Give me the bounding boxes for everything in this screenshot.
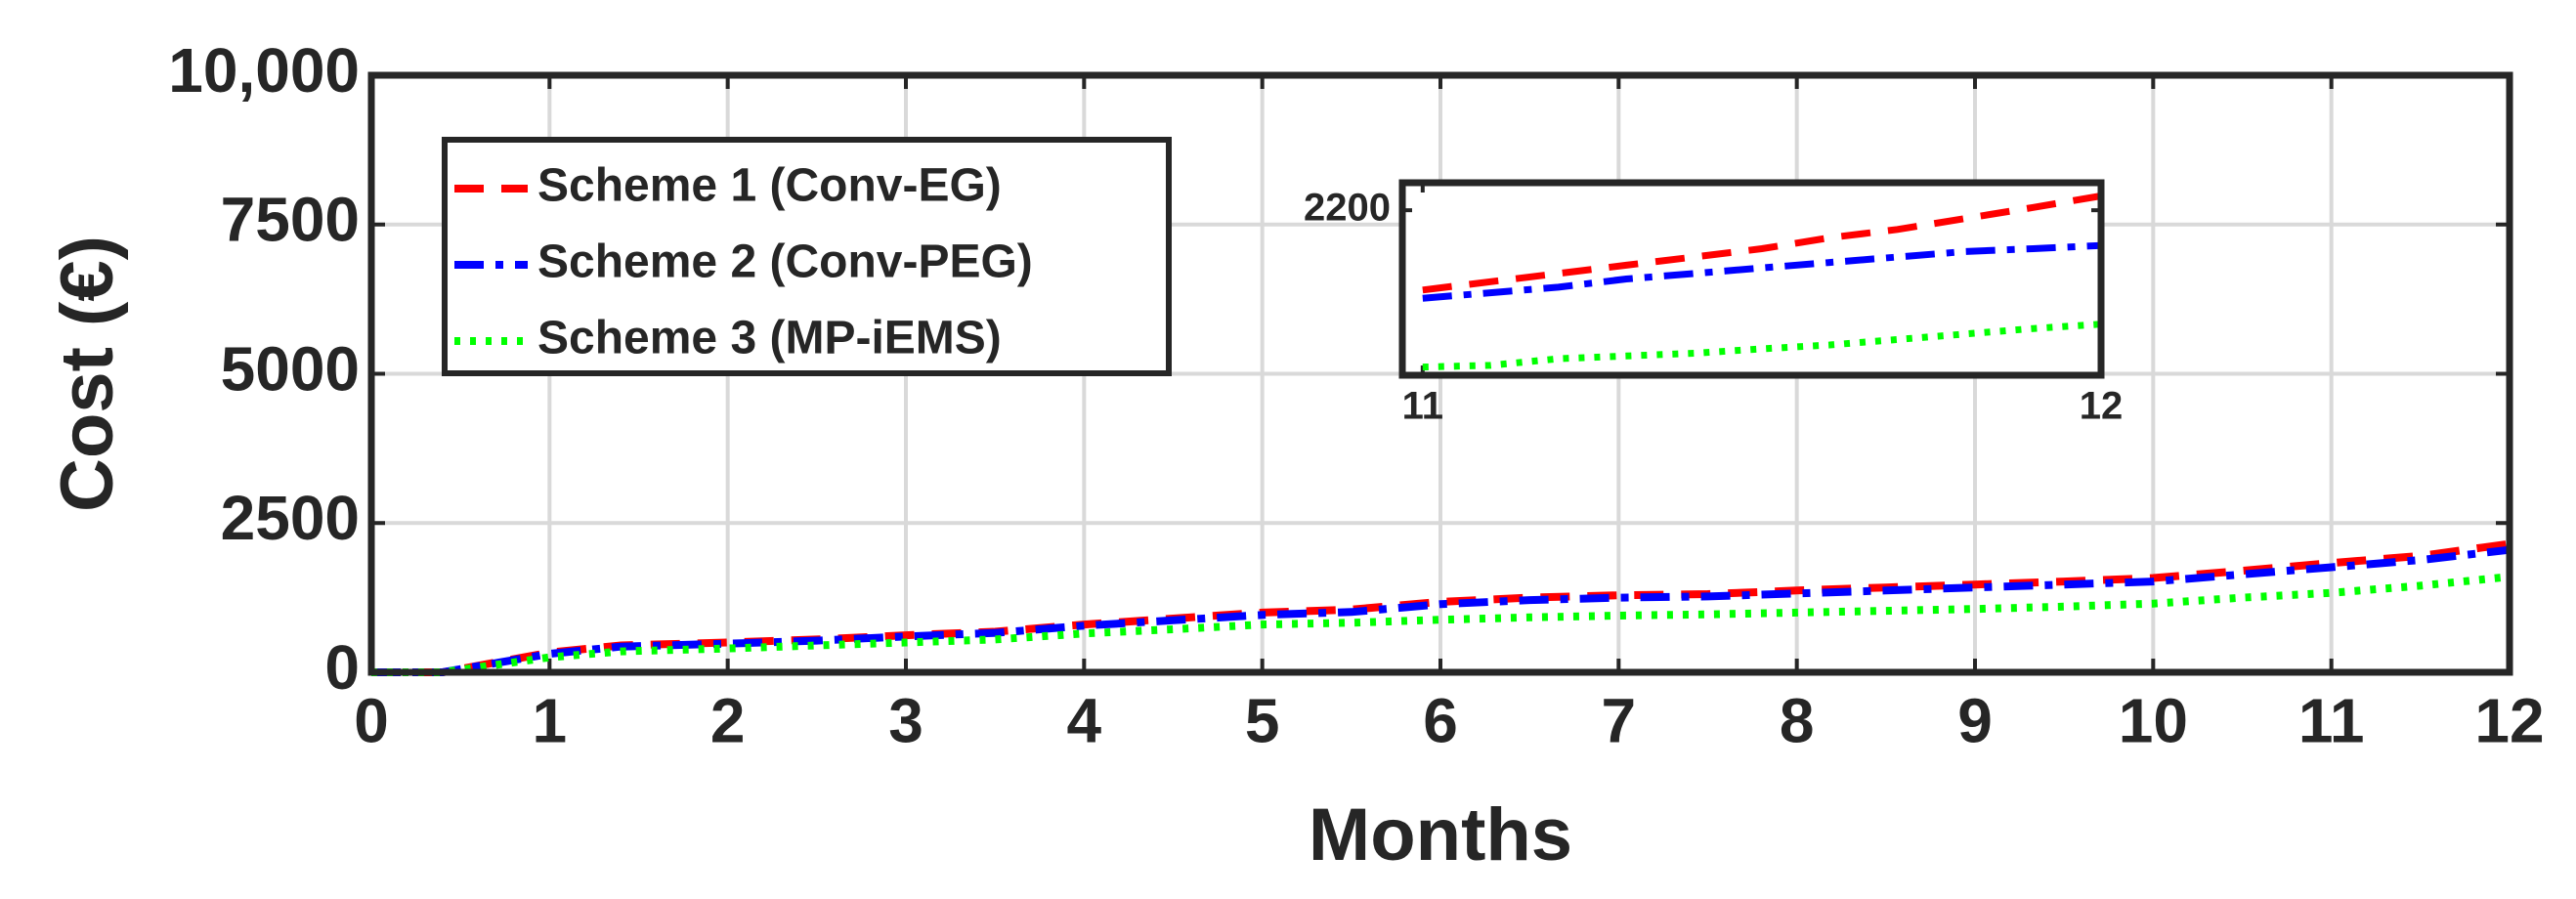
x-tick-label: 10 xyxy=(2119,685,2188,755)
y-tick-label: 2500 xyxy=(221,483,360,553)
series-line xyxy=(1422,193,2102,294)
x-tick-label: 5 xyxy=(1245,685,1280,755)
y-tick-label: 2200 xyxy=(1304,187,1391,230)
x-tick-label: 3 xyxy=(888,685,923,755)
x-tick-label: 9 xyxy=(1957,685,1993,755)
series-line xyxy=(371,545,2511,676)
x-tick-label: 11 xyxy=(1402,385,1443,428)
series-line xyxy=(371,573,2511,676)
y-axis-label: Cost (€) xyxy=(46,235,129,512)
legend-box xyxy=(442,137,1172,376)
y-tick-label: 5000 xyxy=(221,333,360,404)
plot-frame xyxy=(1398,179,2105,379)
legend-label: Scheme 3 (MP-iEMS) xyxy=(537,313,1002,364)
y-tick-label: 10,000 xyxy=(168,35,360,106)
x-tick-label: 11 xyxy=(2298,685,2365,755)
x-axis-label: Months xyxy=(1309,793,1572,877)
y-tick-label: 0 xyxy=(324,632,360,703)
x-tick-label: 2 xyxy=(710,685,746,755)
x-tick-label: 12 xyxy=(2474,685,2544,755)
x-tick-label: 12 xyxy=(2080,385,2124,428)
series-line xyxy=(1422,321,2102,371)
x-tick-label: 6 xyxy=(1423,685,1458,755)
legend-label: Scheme 1 (Conv-EG) xyxy=(537,160,1002,212)
x-tick-label: 0 xyxy=(354,685,389,755)
x-tick-label: 4 xyxy=(1067,685,1102,755)
series-line xyxy=(1422,241,2102,302)
x-tick-label: 7 xyxy=(1602,685,1637,755)
x-tick-label: 8 xyxy=(1780,685,1815,755)
x-tick-label: 1 xyxy=(533,685,568,755)
legend-label: Scheme 2 (Conv-PEG) xyxy=(537,236,1033,288)
y-tick-label: 7500 xyxy=(221,185,360,255)
plot-frame xyxy=(367,71,2513,676)
